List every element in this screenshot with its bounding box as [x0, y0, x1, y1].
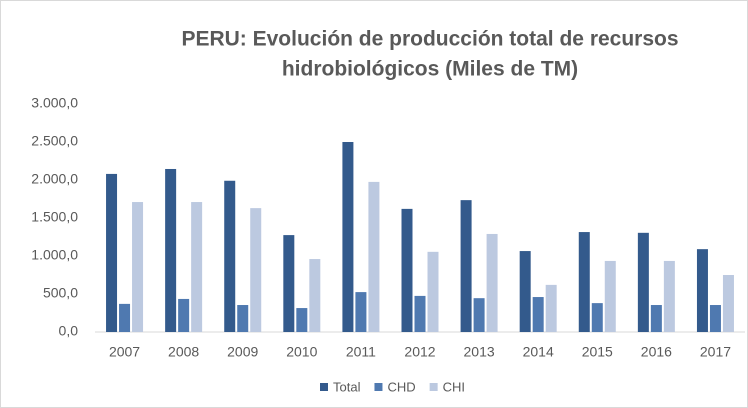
bar — [709, 305, 721, 332]
bar — [178, 298, 190, 332]
legend-swatch — [320, 383, 328, 391]
x-tick-label: 2015 — [582, 344, 613, 360]
x-tick-label: 2012 — [404, 344, 435, 360]
y-tick-label: 2.000,0 — [31, 171, 78, 187]
y-tick-label: 0,0 — [59, 323, 79, 339]
bar — [132, 202, 144, 332]
bar — [460, 200, 472, 332]
legend-swatch — [429, 383, 438, 391]
y-tick-label: 500,0 — [43, 285, 78, 301]
chart-title: hidrobiológicos (Miles de TM) — [282, 58, 578, 81]
x-tick-label: 2014 — [523, 344, 554, 360]
legend-label: Total — [333, 379, 361, 394]
bar — [578, 232, 590, 332]
bar — [650, 305, 662, 332]
bar — [427, 251, 439, 332]
bar — [283, 235, 295, 332]
bar — [604, 260, 616, 332]
bar — [663, 260, 675, 332]
bar — [414, 295, 426, 332]
x-tick-label: 2007 — [109, 344, 140, 360]
x-tick-label: 2010 — [286, 344, 317, 360]
x-tick-label: 2016 — [641, 344, 672, 360]
bar — [237, 305, 249, 332]
bar — [368, 181, 380, 332]
y-tick-label: 2.500,0 — [31, 133, 78, 149]
bar — [224, 180, 236, 332]
y-tick-label: 1.000,0 — [31, 247, 78, 263]
bar — [532, 297, 544, 332]
x-tick-label: 2008 — [168, 344, 199, 360]
bar — [342, 142, 354, 332]
bar — [637, 232, 649, 332]
bar — [545, 284, 557, 332]
bar — [401, 208, 413, 332]
x-tick-label: 2011 — [346, 344, 376, 360]
bar — [696, 249, 708, 332]
bar — [473, 298, 485, 332]
x-tick-label: 2013 — [464, 344, 495, 360]
bar — [722, 275, 734, 332]
legend-label: CHI — [443, 379, 465, 394]
bar — [296, 308, 308, 332]
chart-title: PERU: Evolución de producción total de r… — [181, 28, 678, 51]
bar — [250, 208, 262, 332]
x-tick-label: 2017 — [700, 344, 731, 360]
bar — [591, 303, 603, 332]
bar — [355, 292, 367, 332]
y-tick-label: 1.500,0 — [31, 209, 78, 225]
bar — [106, 173, 118, 332]
bar — [486, 233, 498, 332]
legend-label: CHD — [387, 379, 415, 394]
bar — [119, 303, 131, 332]
bar — [519, 251, 531, 332]
x-tick-label: 2009 — [227, 344, 258, 360]
bar — [165, 168, 177, 332]
legend-swatch — [374, 383, 383, 391]
bar — [191, 202, 203, 332]
bar — [309, 259, 321, 332]
y-tick-label: 3.000,0 — [31, 95, 78, 111]
